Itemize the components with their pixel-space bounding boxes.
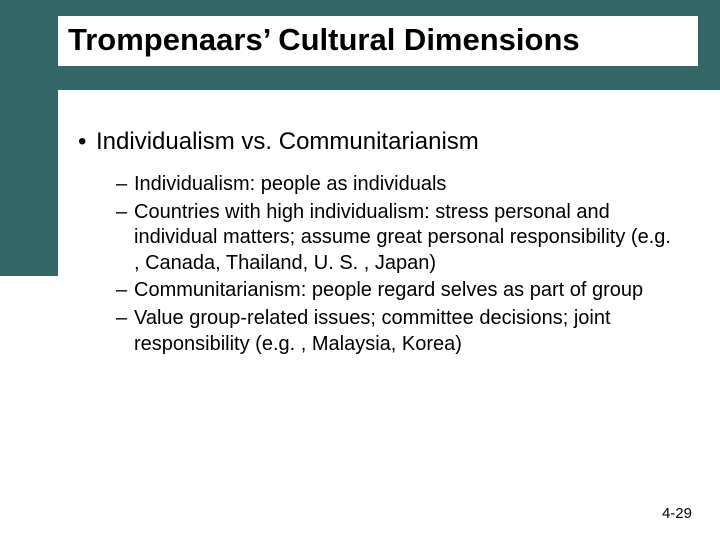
dash-icon: – bbox=[116, 306, 127, 332]
bullet-dot-icon: • bbox=[78, 128, 86, 156]
list-item-text: Value group-related issues; committee de… bbox=[134, 307, 611, 355]
list-item: – Communitarianism: people regard selves… bbox=[116, 278, 678, 304]
dash-icon: – bbox=[116, 278, 127, 304]
list-item: – Individualism: people as individuals bbox=[116, 172, 678, 198]
bullet-level1: • Individualism vs. Communitarianism bbox=[78, 128, 678, 156]
bullet-level1-text: Individualism vs. Communitarianism bbox=[96, 128, 479, 155]
list-item: – Countries with high individualism: str… bbox=[116, 200, 678, 277]
dash-icon: – bbox=[116, 172, 127, 198]
left-accent-band bbox=[0, 90, 58, 276]
list-item-text: Individualism: people as individuals bbox=[134, 173, 446, 195]
list-item-text: Countries with high individualism: stres… bbox=[134, 201, 671, 274]
content-area: • Individualism vs. Communitarianism – I… bbox=[78, 128, 678, 359]
list-item-text: Communitarianism: people regard selves a… bbox=[134, 279, 643, 301]
slide-number: 4-29 bbox=[662, 505, 692, 522]
list-item: – Value group-related issues; committee … bbox=[116, 306, 678, 357]
dash-icon: – bbox=[116, 200, 127, 226]
sub-bullet-list: – Individualism: people as individuals –… bbox=[78, 172, 678, 357]
slide-title: Trompenaars’ Cultural Dimensions bbox=[58, 16, 698, 66]
